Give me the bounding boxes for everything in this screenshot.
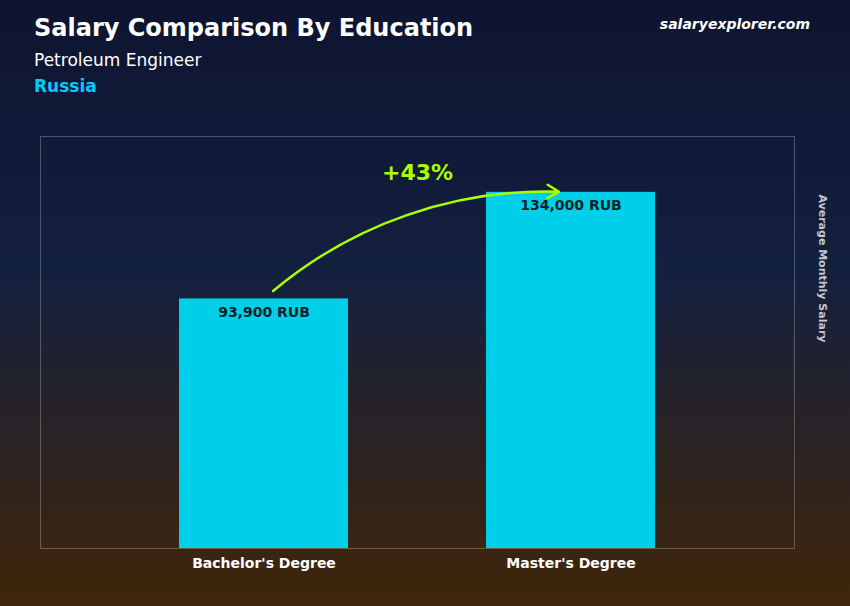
svg-text:134,000 RUB: 134,000 RUB (520, 197, 621, 213)
svg-text:+43%: +43% (382, 160, 453, 185)
html-text:salaryexplorer.com: salaryexplorer.com (659, 16, 810, 32)
svg-text:Bachelor's Degree: Bachelor's Degree (192, 555, 336, 571)
html-text:Petroleum Engineer: Petroleum Engineer (34, 50, 202, 70)
html-text:Salary Comparison By Education: Salary Comparison By Education (34, 14, 474, 42)
svg-text:Master's Degree: Master's Degree (506, 555, 635, 571)
svg-text:93,900 RUB: 93,900 RUB (218, 304, 310, 320)
html-text:Russia: Russia (34, 76, 97, 96)
svg-text:Average Monthly Salary: Average Monthly Salary (816, 194, 829, 342)
